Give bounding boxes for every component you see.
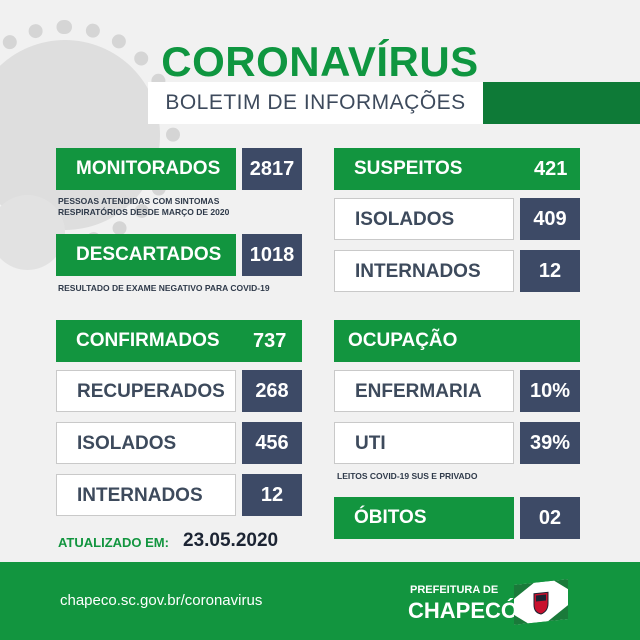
page-subtitle: BOLETIM DE INFORMAÇÕES — [165, 91, 466, 114]
monitorados-value: 2817 — [242, 148, 302, 190]
internados-right-value: 12 — [520, 250, 580, 292]
footer-prefeitura: PREFEITURA DE — [410, 584, 499, 596]
updated-date: 23.05.2020 — [183, 530, 279, 551]
isolados-right-label: ISOLADOS — [334, 198, 514, 240]
recuperados-label: RECUPERADOS — [56, 370, 236, 412]
uti-label: UTI — [334, 422, 514, 464]
recuperados-value: 268 — [242, 370, 302, 412]
descartados-value: 1018 — [242, 234, 302, 276]
footer: chapeco.sc.gov.br/coronavirus PREFEITURA… — [0, 562, 640, 640]
uti-note: LEITOS COVID-19 SUS E PRIVADO — [337, 471, 478, 481]
uti-value: 39% — [520, 422, 580, 464]
virus-illustration-small — [0, 195, 65, 270]
internados-left-value: 12 — [242, 474, 302, 516]
descartados-label: DESCARTADOS — [56, 234, 236, 276]
obitos-label: ÓBITOS — [334, 497, 514, 539]
internados-right-label: INTERNADOS — [334, 250, 514, 292]
updated-label: ATUALIZADO EM: — [58, 535, 169, 550]
subtitle-background — [148, 82, 483, 124]
confirmados-label: CONFIRMADOS 737 — [56, 320, 302, 362]
suspeitos-label: SUSPEITOS 421 — [334, 148, 580, 190]
internados-left-label: INTERNADOS — [56, 474, 236, 516]
enfermaria-value: 10% — [520, 370, 580, 412]
ocupacao-hospitalar-label: OCUPAÇÃO HOSPITALAR — [334, 320, 580, 393]
monitorados-note-1: PESSOAS ATENDIDAS COM SINTOMAS — [58, 196, 220, 206]
monitorados-note-2: RESPIRATÓRIOS DESDE MARÇO DE 2020 — [58, 207, 230, 217]
isolados-left-label: ISOLADOS — [56, 422, 236, 464]
isolados-left-value: 456 — [242, 422, 302, 464]
page-title: CORONAVÍRUS — [161, 38, 479, 85]
chapeco-flag-icon — [514, 579, 568, 625]
enfermaria-label: ENFERMARIA — [334, 370, 514, 412]
monitorados-label: MONITORADOS — [56, 148, 236, 190]
obitos-value: 02 — [520, 497, 580, 539]
suspeitos-value: 421 — [534, 158, 568, 180]
confirmados-value: 737 — [253, 330, 287, 352]
footer-city: CHAPECÓ — [408, 598, 519, 623]
confirmados-label-text: CONFIRMADOS — [76, 330, 220, 351]
suspeitos-label-text: SUSPEITOS — [354, 158, 463, 179]
descartados-note: RESULTADO DE EXAME NEGATIVO PARA COVID-1… — [58, 283, 270, 293]
footer-url[interactable]: chapeco.sc.gov.br/coronavirus — [60, 592, 263, 609]
isolados-right-value: 409 — [520, 198, 580, 240]
